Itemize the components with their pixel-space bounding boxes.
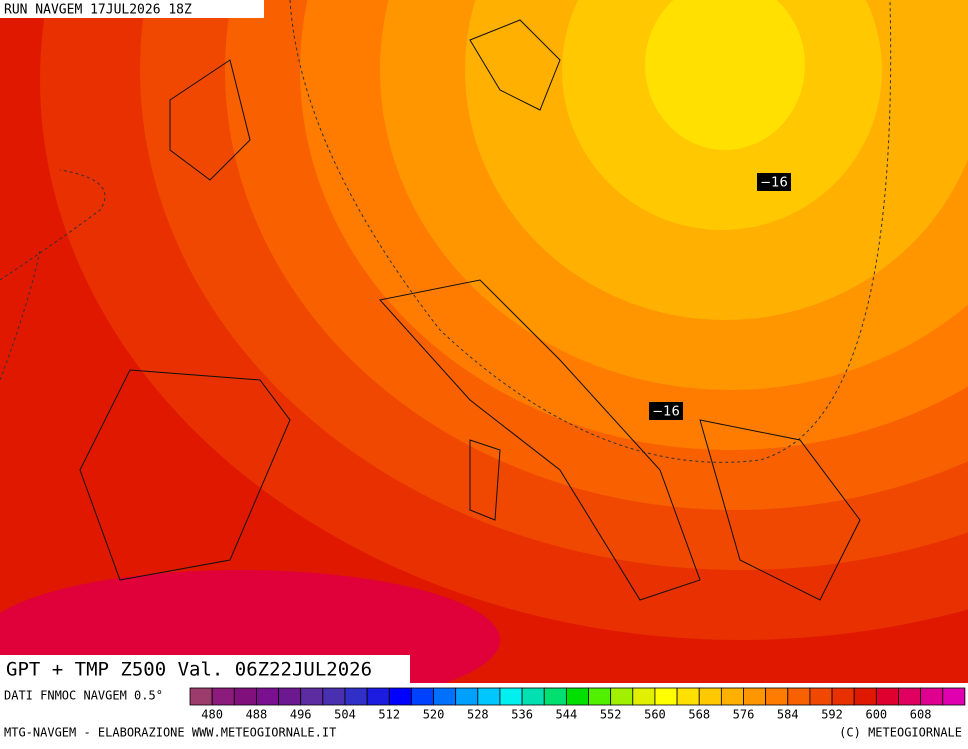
color-swatch: [388, 687, 412, 706]
run-label: RUN NAVGEM 17JUL2026 18Z: [4, 3, 192, 18]
color-swatch: [610, 687, 634, 706]
color-swatch: [676, 687, 700, 706]
color-swatch: [588, 687, 612, 706]
color-swatch: [787, 687, 811, 706]
color-swatch: [920, 687, 944, 706]
band: [0, 570, 500, 683]
color-swatch: [477, 687, 501, 706]
colorbar-tick-label: 576: [733, 708, 755, 722]
footer-left: MTG-NAVGEM - ELABORAZIONE WWW.METEOGIORN…: [4, 726, 336, 740]
color-swatch: [499, 687, 523, 706]
color-swatch: [765, 687, 789, 706]
color-swatch: [433, 687, 457, 706]
color-swatch: [831, 687, 855, 706]
label-box: [757, 173, 791, 191]
colorbar-tick-label: 544: [556, 708, 578, 722]
colorbar-tick-label: 488: [246, 708, 268, 722]
color-swatch: [898, 687, 922, 706]
colorbar-tick-label: 560: [644, 708, 666, 722]
color-swatch: [743, 687, 767, 706]
title: GPT + TMP Z500 Val. 06Z22JUL2026: [6, 659, 372, 681]
footer-right: (C) METEOGIORNALE: [839, 726, 962, 740]
legend-source: DATI FNMOC NAVGEM 0.5°: [4, 689, 163, 703]
color-swatch: [410, 687, 434, 706]
color-swatch: [189, 687, 213, 706]
colorbar-tick-label: 496: [290, 708, 312, 722]
colorbar-tick-label: 480: [201, 708, 223, 722]
colorbar-tick-label: 584: [777, 708, 799, 722]
color-swatch: [366, 687, 390, 706]
header-box: [0, 0, 264, 18]
label-box: [649, 402, 683, 420]
color-swatch: [278, 687, 302, 706]
colorbar-tick-label: 512: [378, 708, 400, 722]
colorbar-tick-label: 528: [467, 708, 489, 722]
title-box: [0, 655, 410, 683]
color-swatch: [256, 687, 279, 706]
color-swatch: [521, 687, 545, 706]
isotherms: [0, 0, 892, 463]
colorbar-tick-label: 552: [600, 708, 622, 722]
color-swatch: [720, 687, 744, 706]
colorbar-tick-label: 536: [511, 708, 533, 722]
color-swatch: [344, 687, 368, 706]
color-swatch: [233, 687, 257, 706]
band: [645, 0, 805, 150]
color-swatch: [942, 687, 966, 706]
colorbar-tick-label: 568: [688, 708, 710, 722]
coastlines: [79, 19, 861, 601]
color-swatch: [809, 687, 833, 706]
color-swatch: [853, 687, 877, 706]
color-swatch: [300, 687, 324, 706]
map-label: −16: [652, 405, 679, 420]
colorbar-tick-label: 592: [821, 708, 843, 722]
map-label: −16: [760, 176, 787, 191]
color-swatch: [654, 687, 678, 706]
colorbar-tick-label: 600: [865, 708, 887, 722]
color-swatch: [632, 687, 656, 706]
colorbar-tick-label: 608: [910, 708, 932, 722]
color-swatch: [455, 687, 479, 706]
color-swatch: [322, 687, 346, 706]
map: [0, 0, 968, 683]
color-swatch: [565, 687, 589, 706]
color-swatch: [875, 687, 899, 706]
color-swatch: [211, 687, 235, 706]
color-swatch: [543, 687, 567, 706]
colorbar: 480 488 496 504 512 520 528 536 544 552 560 568 576 5…: [189, 687, 966, 722]
color-swatch: [698, 687, 722, 706]
colorbar-tick-label: 520: [423, 708, 445, 722]
colorbar-tick-label: 504: [334, 708, 356, 722]
